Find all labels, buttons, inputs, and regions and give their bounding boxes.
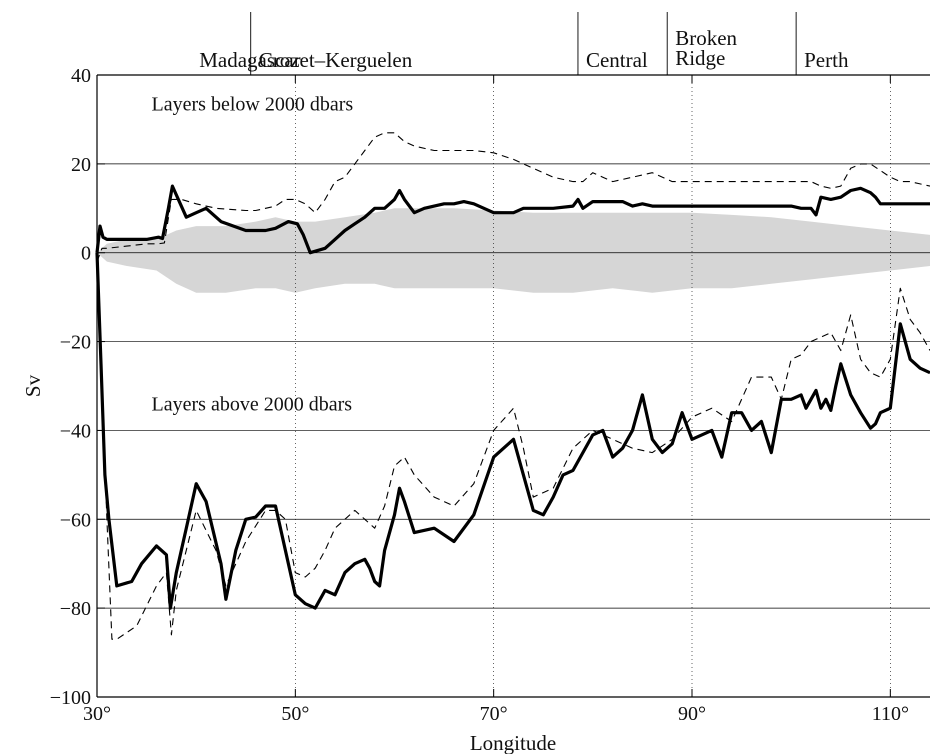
series-line-solid-0	[95, 184, 930, 255]
annotation-label: Layers below 2000 dbars	[152, 94, 354, 116]
y-tick-label: −40	[60, 420, 91, 442]
annotation-layer: Layers below 2000 dbars Layers above 2000…	[152, 94, 354, 416]
series-line-dashed-1	[96, 132, 930, 262]
y-tick-label: 20	[71, 154, 91, 176]
x-tick-label: 30°	[83, 703, 111, 725]
x-tick-label: 90°	[678, 703, 706, 725]
y-tick-label: −100	[50, 687, 91, 709]
series-line-solid-2	[95, 252, 930, 610]
y-axis-title: Sv	[21, 374, 45, 397]
y-tick-label: 0	[81, 243, 91, 265]
shaded-band-layer	[97, 208, 930, 293]
region-label: Madagascar	[199, 48, 300, 72]
region-label-line: Central	[586, 48, 648, 72]
shaded-band	[97, 208, 930, 293]
region-label-line: Madagascar	[199, 48, 300, 72]
region-label: Broken Ridge	[675, 26, 737, 70]
x-tick-label: 50°	[281, 703, 309, 725]
x-tick-label: 110°	[872, 703, 909, 725]
region-label-line: Perth	[804, 48, 849, 72]
x-tick-label: 70°	[480, 703, 508, 725]
series-line-dashed-3	[96, 261, 930, 640]
region-label-line: Crozet–Kerguelen	[259, 48, 413, 72]
x-axis-title: Longitude	[470, 731, 556, 754]
series-layer	[95, 132, 930, 640]
axes-layer: −100 −80 −60 −40 −20 0 20 40 30° 50° 70° 90° 110°	[50, 65, 930, 725]
region-label: Central	[586, 48, 648, 72]
y-tick-label: −60	[60, 509, 91, 531]
region-label-line: Broken	[675, 26, 737, 50]
annotation-label: Layers above 2000 dbars	[152, 393, 353, 415]
region-label: Crozet–Kerguelen	[259, 48, 413, 72]
y-tick-label: −80	[60, 598, 91, 620]
grid-layer	[97, 75, 930, 697]
y-tick-label: 40	[71, 65, 91, 87]
y-tick-label: −20	[60, 332, 91, 354]
region-label-line: Ridge	[675, 46, 725, 70]
region-label: Perth	[804, 48, 849, 72]
